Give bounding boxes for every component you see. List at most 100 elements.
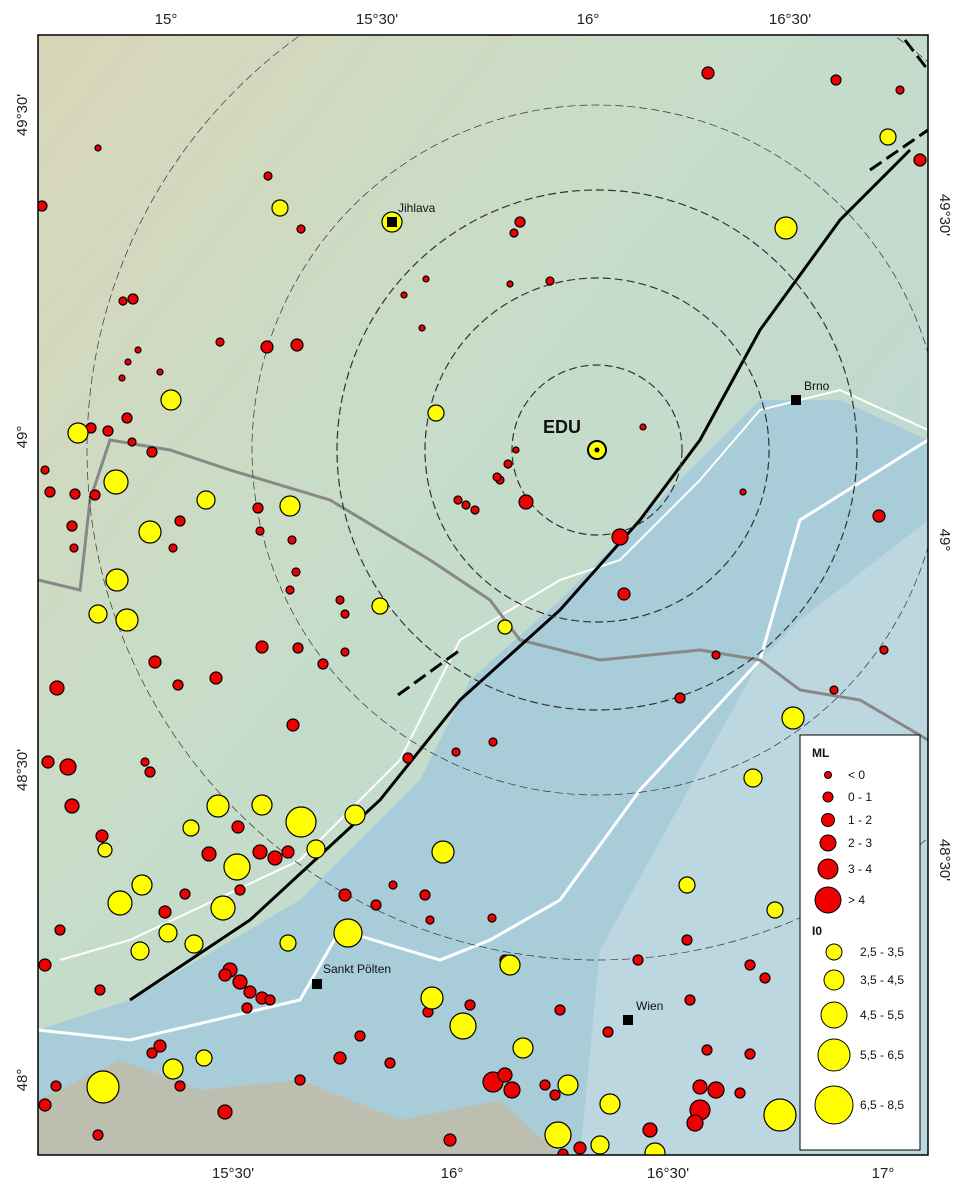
epicenter-i0 [97,842,113,858]
epicenter-ml [402,752,414,764]
epicenter-i0 [420,986,444,1010]
map-frame [37,34,929,1156]
legend-label: 3 - 4 [848,862,872,876]
epicenter-ml [241,1002,253,1014]
legend-symbol [824,771,832,779]
right-tick-label: 48°30' [936,839,953,881]
epicenter-ml [243,985,257,999]
epicenter-i0 [158,923,178,943]
top-tick-label: 15°30' [356,11,398,28]
epicenter-ml [156,368,164,376]
epicenter-ml [231,820,245,834]
legend-label: 0 - 1 [848,790,872,804]
epicenter-ml [464,999,476,1011]
epicenter-ml [335,595,345,605]
epicenter-ml [388,880,398,890]
epicenter-ml [168,543,178,553]
epicenter-i0 [599,1093,621,1115]
epicenter-ml [40,465,50,475]
epicenter-ml [418,324,426,332]
ring [336,189,858,711]
legend-symbol [821,813,835,827]
border [38,438,928,742]
epicenter-ml [179,888,191,900]
epicenter-ml [701,1044,713,1056]
city-marker [387,217,397,227]
bottom-tick-label: 16° [441,1165,464,1182]
epicenter-ml [264,994,276,1006]
epicenter-ml [64,798,80,814]
epicenter-ml [739,488,747,496]
legend-symbol [817,1038,851,1072]
city-label: Brno [804,379,830,393]
epicenter-ml [59,758,77,776]
epicenter-ml [218,968,232,982]
epicenter-i0 [115,608,139,632]
epicenter-ml [554,1004,566,1016]
epicenter-i0 [427,404,445,422]
epicenter-ml [711,650,721,660]
epicenter-ml [539,1079,551,1091]
epicenter-ml [158,905,172,919]
epicenter-ml [66,520,78,532]
city-marker [623,1015,633,1025]
epicenter-i0 [130,941,150,961]
epicenter-ml [174,1080,186,1092]
bottom-tick-label: 15°30' [212,1165,254,1182]
epicenter-ml [234,884,246,896]
legend-label: 3,5 - 4,5 [860,973,904,987]
epicenter-ml [153,1039,167,1053]
epicenter-ml [443,1133,457,1147]
epicenter-ml [453,495,463,505]
legend-title: ML [812,746,829,760]
epicenter-i0 [306,839,326,859]
epicenter-i0 [88,604,108,624]
epicenter-i0 [131,874,153,896]
city-label: Sankt Pölten [323,962,391,976]
epicenter-ml [573,1141,587,1155]
legend-symbol [817,858,839,880]
epicenter-i0 [279,495,301,517]
epicenter-ml [41,755,55,769]
epicenter-i0 [86,1070,120,1104]
epicenter-i0 [449,1012,477,1040]
epicenter-ml [602,1026,614,1038]
legend-label: 1 - 2 [848,813,872,827]
epicenter-ml [514,216,526,228]
epicenter-ml [503,459,513,469]
legend-label: 4,5 - 5,5 [860,1008,904,1022]
epicenter-ml [354,1030,366,1042]
epicenter-ml [94,144,102,152]
left-tick-label: 48° [14,1069,31,1092]
epicenter-ml [872,509,886,523]
epicenter-ml [512,446,520,454]
epicenter-ml [252,844,268,860]
legend-label: < 0 [848,768,865,782]
epicenter-ml [497,1067,513,1083]
epicenter-ml [291,567,301,577]
epicenter-i0 [557,1074,579,1096]
legend-box [799,734,921,1151]
epicenter-i0 [371,597,389,615]
edu-symbol [587,440,607,460]
epicenter-ml [913,153,927,167]
epicenter-i0 [590,1135,610,1155]
epicenter-i0 [160,389,182,411]
epicenter-i0 [431,840,455,864]
ring [424,277,770,623]
top-tick-label: 16° [577,11,600,28]
epicenter-ml [425,915,435,925]
ring [251,104,928,796]
legend-label: 2 - 3 [848,836,872,850]
epicenter-ml [549,1089,561,1101]
epicenter-ml [642,1122,658,1138]
epicenter-ml [419,889,431,901]
epicenter-ml [281,845,295,859]
legend: ML < 0 0 - 1 1 - 2 2 - 3 3 - 4 > 4 I0 2,5 - 3,5 3… [799,734,921,1151]
legend-label: 2,5 - 3,5 [860,945,904,959]
epicenter-ml [287,535,297,545]
epicenter-i0 [162,1058,184,1080]
epicenter-ml [54,924,66,936]
